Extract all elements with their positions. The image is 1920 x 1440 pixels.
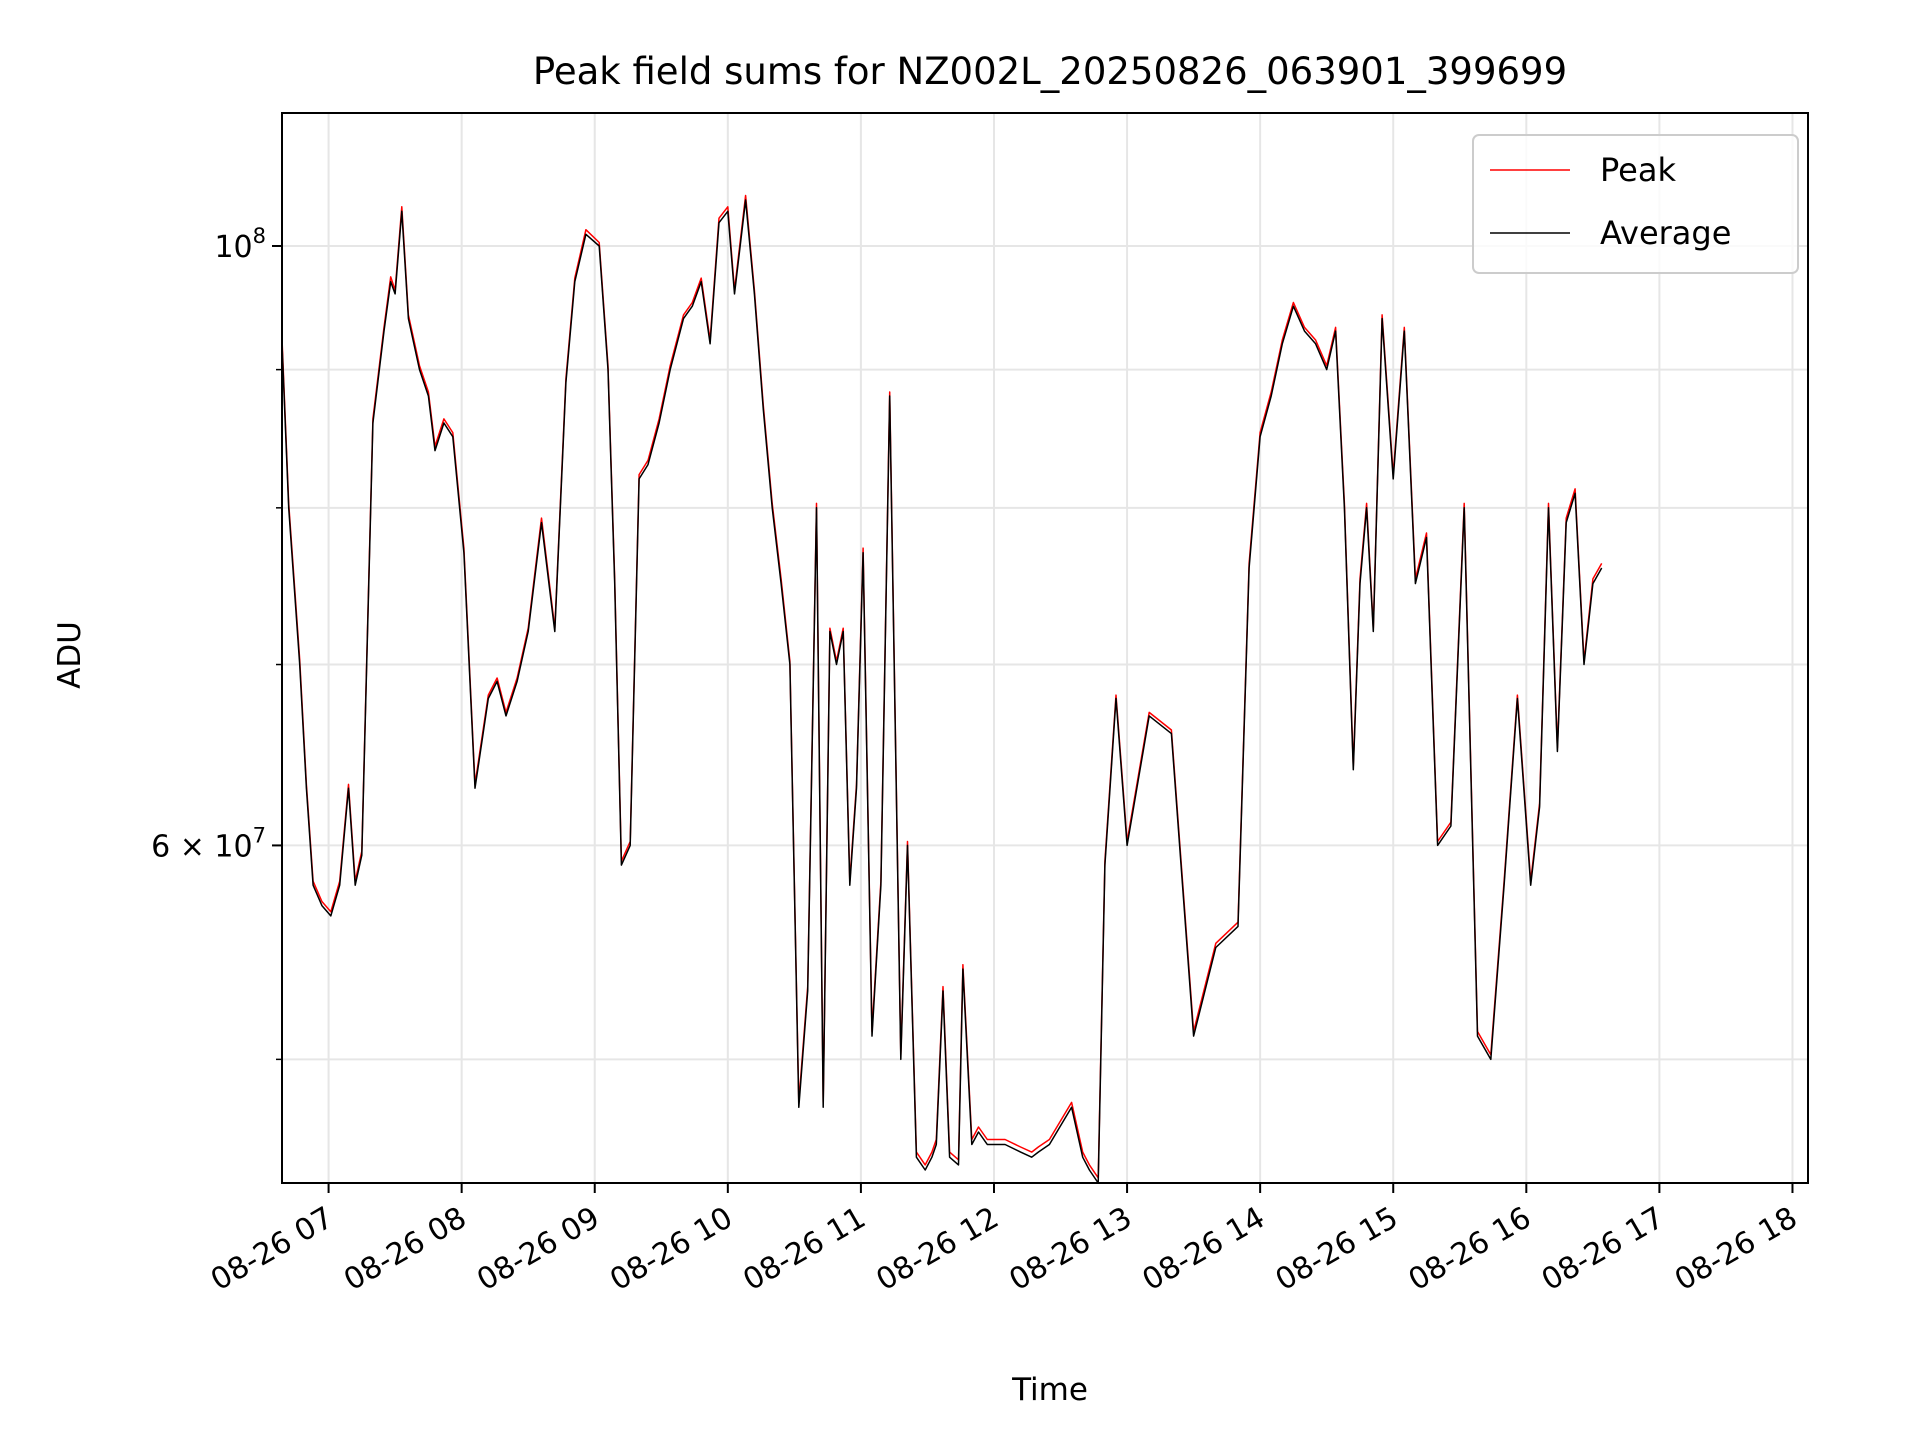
y-tick-label: 6 × 107 <box>151 823 266 864</box>
series-layer <box>281 194 1603 1184</box>
legend: Peak Average <box>1472 134 1799 274</box>
legend-peak-label: Peak <box>1600 151 1676 189</box>
chart-title: Peak field sums for NZ002L_20250826_0639… <box>533 50 1567 93</box>
grid-layer <box>282 113 1808 1183</box>
x-axis-label: Time <box>1011 1372 1088 1408</box>
y-axis-label: ADU <box>52 621 88 689</box>
legend-average-label: Average <box>1600 214 1731 252</box>
series-line-average <box>281 199 1603 1184</box>
plot-frame <box>281 112 1809 1184</box>
y-tick-label: 108 <box>214 224 266 265</box>
